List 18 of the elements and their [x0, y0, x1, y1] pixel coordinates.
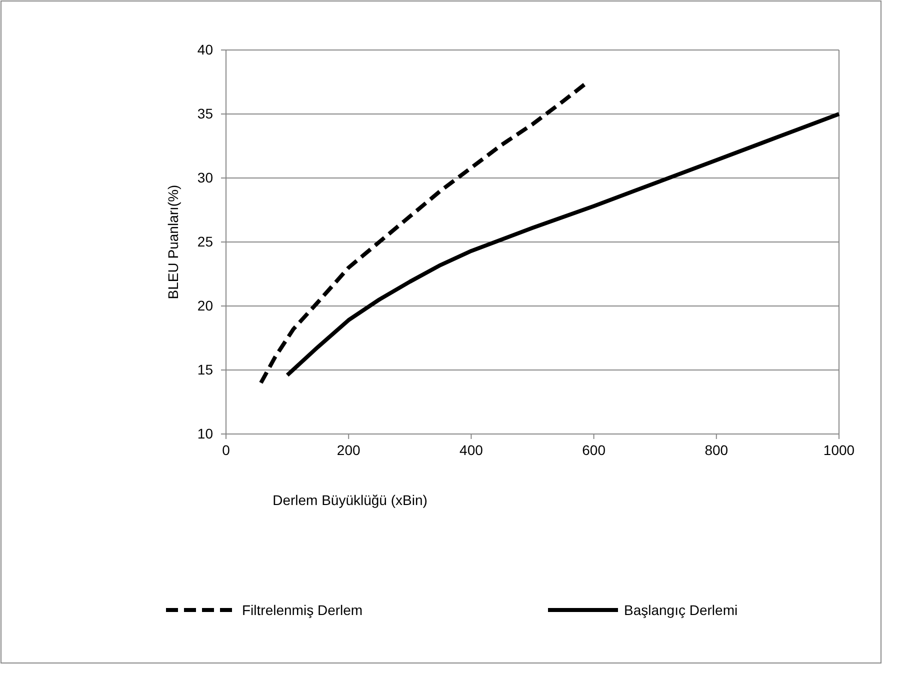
x-tick-label: 600	[582, 442, 606, 458]
x-tick-label: 800	[704, 442, 728, 458]
x-axis-title: Derlem Büyüklüğü (xBin)	[272, 492, 428, 508]
x-tick-label: 1000	[823, 442, 855, 458]
x-tick-label: 0	[222, 442, 230, 458]
y-tick-label: 40	[197, 41, 214, 58]
y-tick-label: 15	[197, 361, 214, 378]
y-tick-label: 20	[197, 297, 214, 314]
y-tick-label: 10	[197, 425, 214, 442]
y-tick-label: 25	[197, 233, 214, 250]
y-axis-title: BLEU Puanları(%)	[165, 184, 181, 300]
y-tick-label: 30	[197, 169, 214, 186]
x-tick-label: 400	[460, 442, 484, 458]
legend-label: Başlangıç Derlemi	[624, 602, 738, 618]
x-tick-label: 200	[336, 442, 360, 458]
legend-label: Filtrelenmiş Derlem	[242, 602, 363, 618]
line-series	[285, 112, 841, 378]
y-tick-label: 35	[197, 105, 214, 122]
